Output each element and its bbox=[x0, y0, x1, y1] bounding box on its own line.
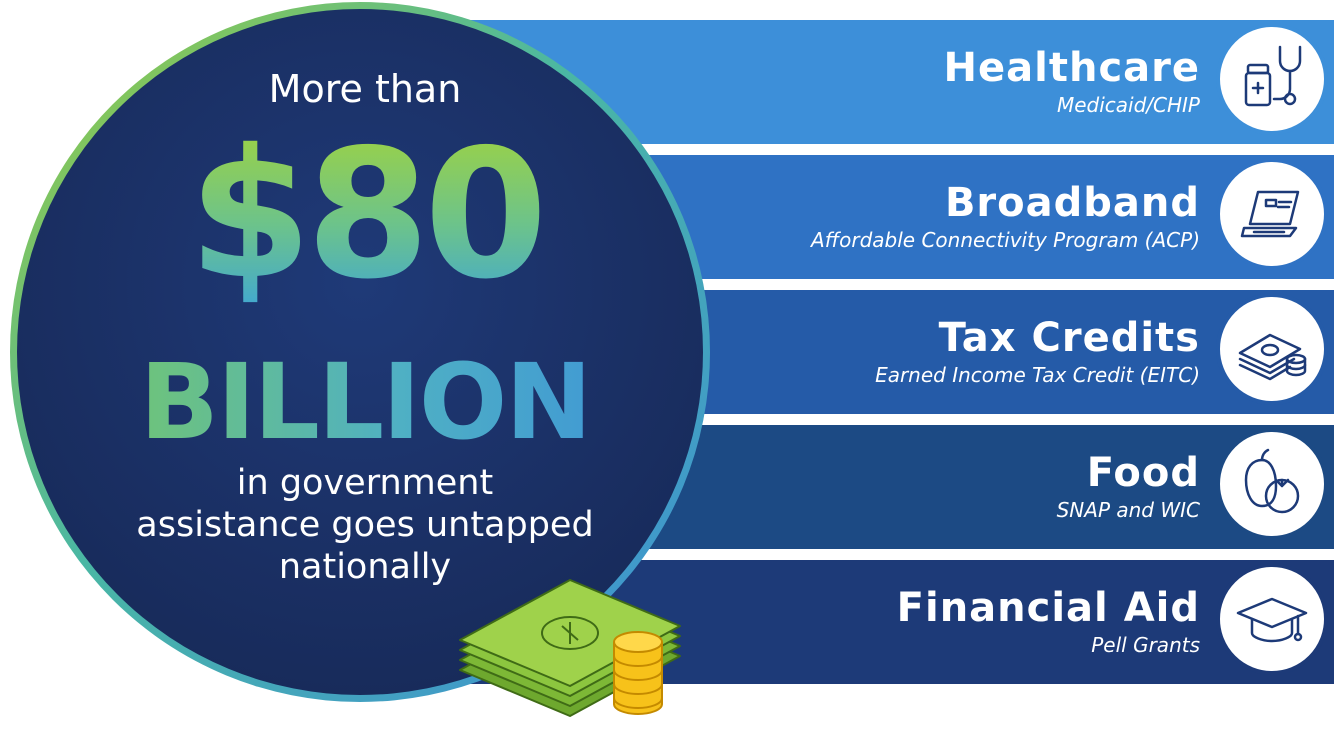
category-text: Food SNAP and WIC bbox=[1057, 425, 1200, 549]
medicine-stethoscope-icon bbox=[1216, 23, 1328, 135]
tagline-line: in government bbox=[236, 463, 494, 503]
graduation-cap-icon bbox=[1216, 563, 1328, 675]
headline-tagline: in government assistance goes untapped n… bbox=[20, 462, 710, 588]
category-text: Broadband Affordable Connectivity Progra… bbox=[811, 155, 1200, 279]
category-subtitle: SNAP and WIC bbox=[1056, 498, 1200, 522]
category-subtitle: Medicaid/CHIP bbox=[1056, 93, 1200, 117]
category-text: Tax Credits Earned Income Tax Credit (EI… bbox=[875, 290, 1200, 414]
vegetables-icon bbox=[1216, 428, 1328, 540]
category-subtitle: Affordable Connectivity Program (ACP) bbox=[811, 228, 1200, 252]
headline-circle bbox=[10, 2, 710, 702]
headline-circle-inner bbox=[17, 9, 703, 695]
headline-lead: More than bbox=[268, 67, 462, 111]
category-subtitle: Pell Grants bbox=[1091, 633, 1200, 657]
tagline-line: assistance goes untapped bbox=[136, 505, 594, 545]
category-title: Financial Aid bbox=[896, 585, 1200, 631]
gold-coins-icon bbox=[613, 631, 663, 716]
tagline-line: nationally bbox=[278, 547, 452, 587]
category-text: Financial Aid Pell Grants bbox=[897, 560, 1200, 684]
headline-unit: BILLION bbox=[20, 342, 710, 462]
category-title: Tax Credits bbox=[938, 315, 1200, 361]
category-title: Food bbox=[1086, 450, 1200, 496]
headline-amount: $80 bbox=[20, 115, 710, 315]
laptop-icon bbox=[1216, 158, 1328, 270]
money-coins-icon bbox=[1216, 293, 1328, 405]
category-title: Broadband bbox=[944, 180, 1200, 226]
category-food: Food SNAP and WIC bbox=[470, 425, 1334, 549]
category-text: Healthcare Medicaid/CHIP bbox=[944, 20, 1200, 144]
cash-stack-icon bbox=[459, 579, 681, 717]
category-subtitle: Earned Income Tax Credit (EITC) bbox=[875, 363, 1200, 387]
category-title: Healthcare bbox=[943, 45, 1200, 91]
